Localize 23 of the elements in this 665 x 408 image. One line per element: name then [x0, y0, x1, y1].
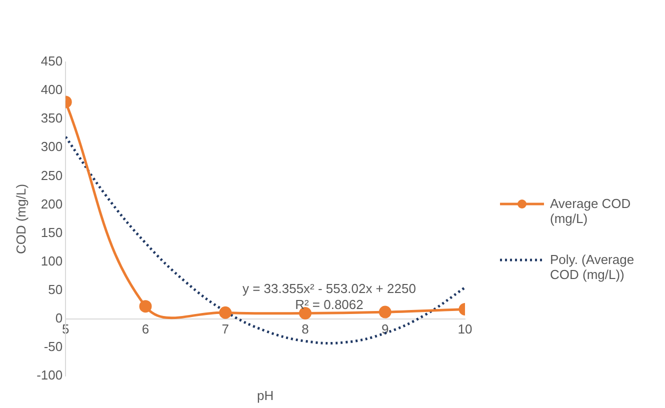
y-tick-label: 350 [40, 110, 63, 126]
y-tick-label: 100 [40, 253, 63, 268]
y-tick-label: 400 [40, 82, 63, 98]
y-tick-label: -50 [44, 339, 63, 354]
annotation: y = 33.355x² - 553.02x + 2250 [242, 280, 416, 296]
legend-label: Poly. (Average COD (mg/L)) [550, 252, 636, 282]
annotation: R² = 0.8062 [295, 296, 364, 312]
x-axis-title: pH [256, 388, 274, 403]
point [219, 306, 232, 319]
y-tick-label: -100 [36, 368, 63, 383]
x-tick-label: 7 [222, 321, 229, 336]
y-axis-title: COD (mg/L) [13, 184, 28, 254]
y-tick-label: 0 [55, 310, 63, 326]
y-tick-label: 200 [40, 196, 63, 212]
x-tick-label: 8 [302, 321, 309, 336]
y-tick-label: 450 [40, 54, 63, 69]
x-tick-label: 6 [142, 321, 150, 336]
y-tick-label: 150 [40, 224, 63, 240]
y-tick-label: 250 [40, 168, 63, 183]
x-tick-label: 10 [458, 321, 472, 336]
y-tick-label: 50 [48, 282, 63, 297]
y-tick-label: 300 [40, 139, 63, 154]
legend-label: Average COD (mg/L) [550, 196, 632, 226]
